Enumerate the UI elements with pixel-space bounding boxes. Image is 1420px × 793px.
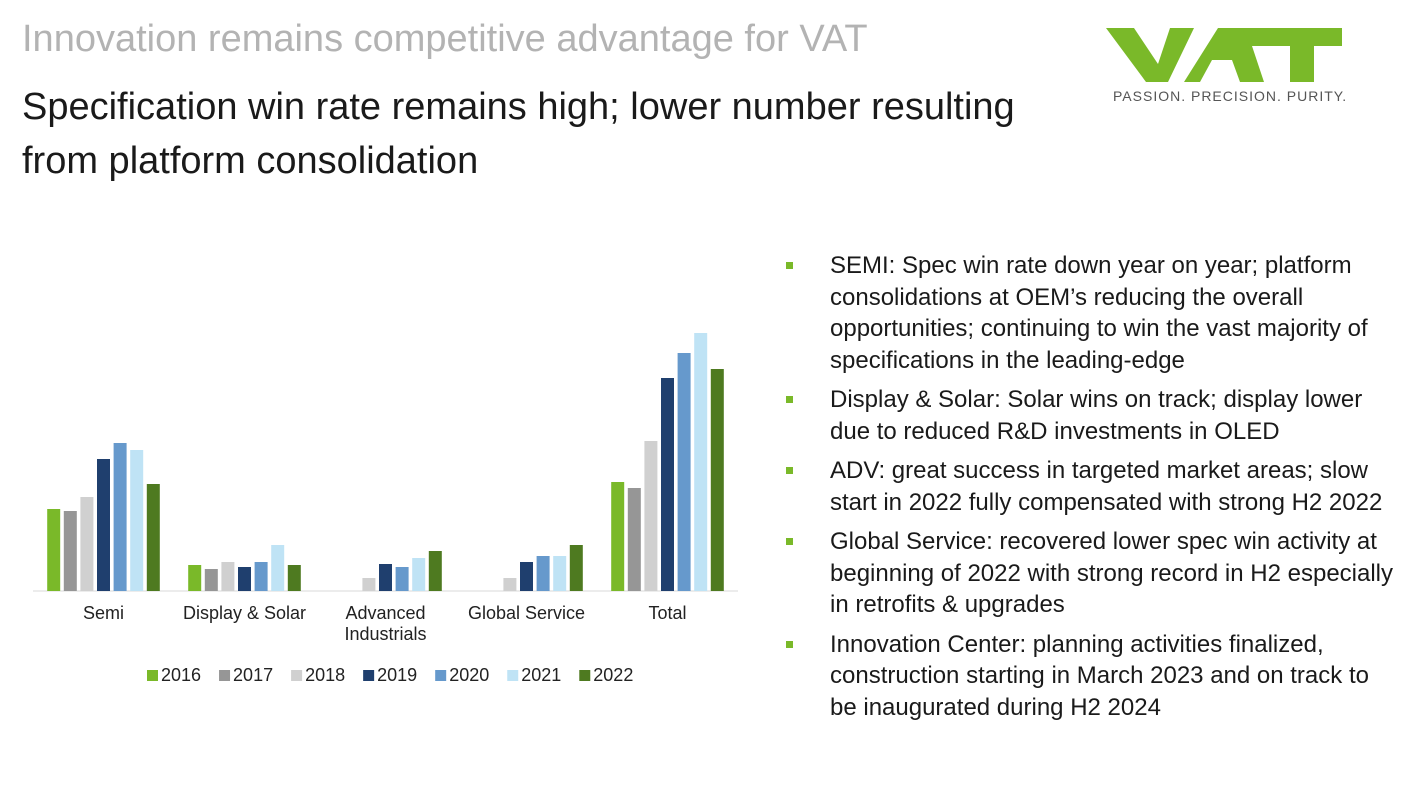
bar [254, 562, 268, 591]
bar [238, 567, 251, 591]
bar [694, 333, 708, 591]
slide-subtitle: Specification win rate remains high; low… [22, 86, 1015, 182]
legend-label: 2017 [233, 665, 273, 685]
legend-swatch [147, 670, 158, 681]
legend-label: 2016 [161, 665, 201, 685]
bar [395, 567, 409, 591]
bar [188, 565, 202, 591]
bar [221, 562, 235, 591]
bar [644, 441, 658, 591]
legend-swatch [363, 670, 375, 681]
slide-title: Innovation remains competitive advantage… [22, 18, 868, 60]
logo [1106, 28, 1342, 82]
x-tick-label: Global Service [467, 603, 586, 623]
bar [627, 488, 641, 591]
bullet-item: Display & Solar: Solar wins on track; di… [782, 384, 1402, 447]
bar [661, 378, 674, 591]
legend-swatch [507, 670, 519, 681]
bar [677, 353, 691, 591]
bar [63, 511, 77, 591]
bar [611, 482, 625, 591]
bar [97, 459, 110, 591]
bar [146, 484, 160, 591]
bar [130, 450, 144, 591]
legend-swatch [435, 670, 447, 681]
logo-tagline: PASSION. PRECISION. PURITY. [1113, 88, 1348, 104]
x-tick-label: Advanced Industrials [344, 603, 427, 644]
bar [710, 369, 724, 591]
legend-label: 2018 [305, 665, 345, 685]
x-tick-label: Display & Solar [182, 603, 307, 623]
bar [520, 562, 533, 591]
bar [569, 545, 583, 591]
legend-label: 2019 [377, 665, 417, 685]
legend-swatch [579, 670, 591, 681]
bar [80, 497, 94, 591]
bar [536, 556, 550, 591]
bar [47, 509, 61, 591]
x-tick-label: Total [648, 603, 687, 623]
bar [503, 578, 517, 591]
bullet-item: SEMI: Spec win rate down year on year; p… [782, 250, 1402, 376]
chart: 2016 2017 2018 2019 2020 2021 2022 [33, 333, 738, 685]
legend-swatch [219, 670, 231, 681]
bar [287, 565, 301, 591]
legend-label: 2020 [449, 665, 489, 685]
bar [271, 545, 285, 591]
bar [379, 564, 392, 591]
legend-label: 2021 [521, 665, 561, 685]
legend-swatch [291, 670, 303, 681]
bar [428, 551, 442, 591]
bullet-item: ADV: great success in targeted market ar… [782, 455, 1402, 518]
legend-label: 2022 [593, 665, 633, 685]
x-tick-label: Semi [82, 603, 124, 623]
bar [362, 578, 376, 591]
bullet-item: Global Service: recovered lower spec win… [782, 526, 1402, 621]
bullet-item: Innovation Center: planning activities f… [782, 629, 1402, 724]
bar [113, 443, 127, 591]
bar [553, 556, 567, 591]
bar [412, 558, 426, 591]
bullet-list: SEMI: Spec win rate down year on year; p… [782, 250, 1402, 731]
bar [204, 569, 218, 591]
